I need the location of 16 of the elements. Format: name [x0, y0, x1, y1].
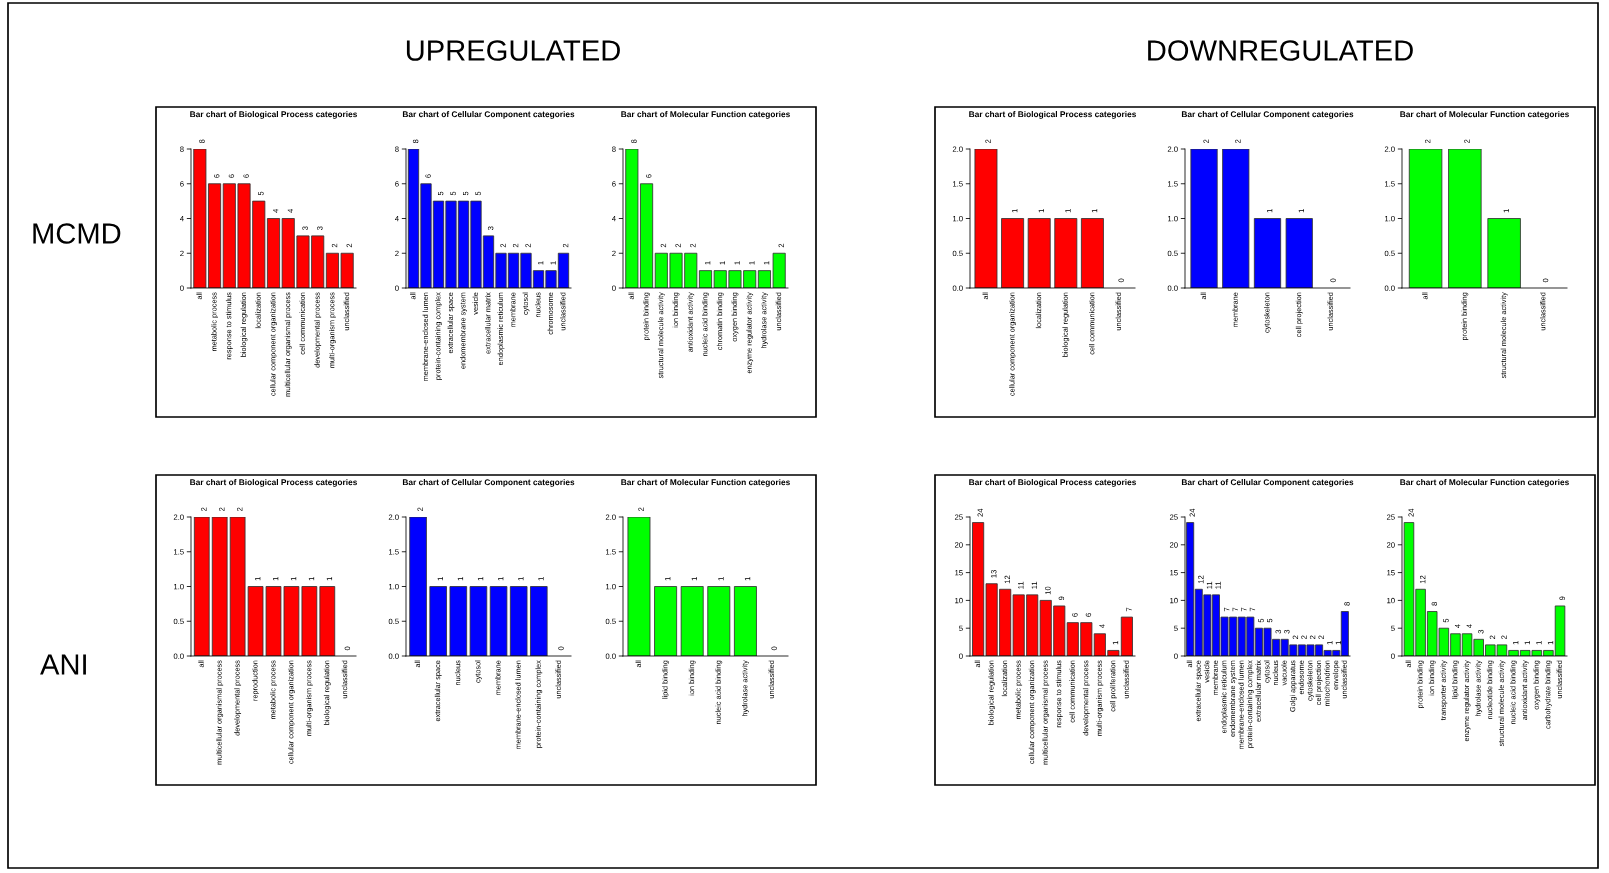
chart-title: Bar chart of Biological Process categories — [969, 111, 1136, 119]
chart-title: Bar chart of Cellular Component categories — [402, 479, 575, 487]
chart-title: Bar chart of Biological Process categories — [190, 479, 357, 487]
text: UPREGULATED — [406, 40, 620, 61]
chart-title: Bar chart of Biological Process categories — [969, 479, 1136, 487]
chart-title: Bar chart of Molecular Function categories — [621, 111, 790, 119]
text: MCMD — [33, 223, 121, 244]
chart-title: Bar chart of Cellular Component categories — [402, 111, 575, 119]
chart-title: Bar chart of Molecular Function categories — [1400, 479, 1569, 487]
chart-title: Bar chart of Cellular Component categories — [1181, 479, 1354, 487]
text: ANI — [40, 654, 86, 675]
chart-title: Bar chart of Molecular Function categories — [1400, 111, 1569, 119]
text: DOWNREGULATED — [1148, 40, 1413, 61]
chart-title: Bar chart of Biological Process categories — [190, 111, 357, 119]
chart-title: Bar chart of Cellular Component categories — [1181, 111, 1354, 119]
chart-title: Bar chart of Molecular Function categories — [621, 479, 790, 487]
